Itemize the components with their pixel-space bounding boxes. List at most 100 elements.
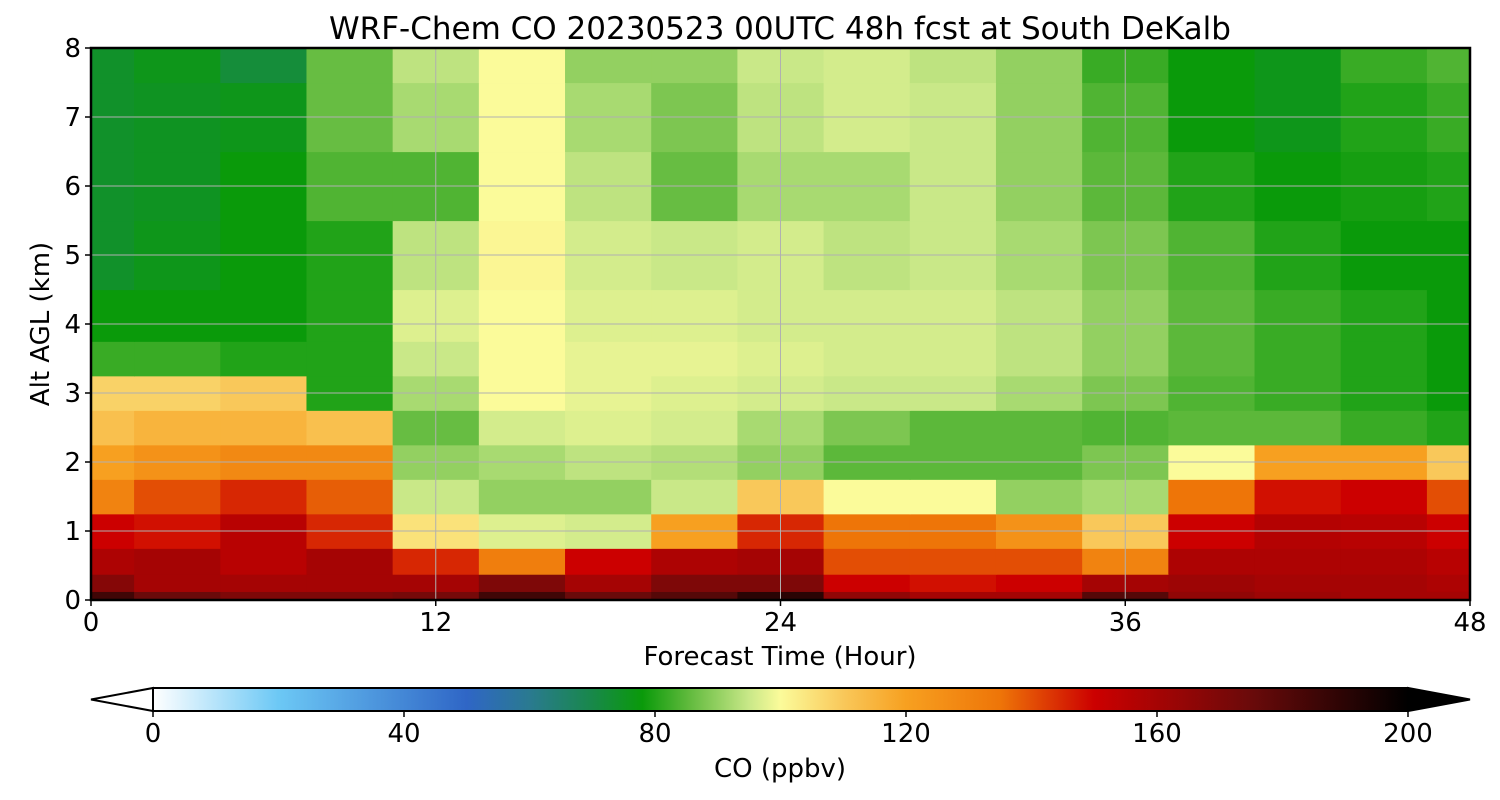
heatmap-cell [1168,591,1256,600]
colorbar-tick-label: 40 [387,719,420,749]
heatmap-cell [1340,591,1428,600]
heatmap-cell [91,548,135,575]
heatmap-cell [1168,548,1256,575]
heatmap-cell [1254,341,1342,377]
heatmap-cell [909,479,997,515]
heatmap-cell [995,289,1083,342]
heatmap-cell [306,410,394,446]
heatmap-cell [306,591,394,600]
heatmap-cell [134,341,221,377]
colorbar-label: CO (ppbv) [714,754,846,784]
heatmap-cell [134,548,221,575]
heatmap-cell [565,548,652,575]
heatmap-cell [1340,574,1428,592]
heatmap-cell [995,574,1083,592]
heatmap-cell [1168,574,1256,592]
heatmap-cell [565,341,652,377]
heatmap-cell [1168,410,1256,446]
heatmap-cell [478,48,566,84]
heatmap-cell [909,289,997,342]
heatmap-cell [1340,410,1428,446]
heatmap-cell [909,548,997,575]
colorbar-tick-label: 200 [1383,719,1433,749]
heatmap-cell [1254,574,1342,592]
y-tick-label: 1 [64,517,81,547]
heatmap-cell [1254,548,1342,575]
x-axis-label: Forecast Time (Hour) [643,642,916,672]
heatmap-cell [91,479,135,515]
heatmap-cell [651,48,739,84]
colorbar-tick-label: 80 [638,719,671,749]
heatmap-cell [220,341,308,377]
heatmap-cell [134,410,221,446]
heatmap-cell [306,341,394,377]
heatmap-cell [134,289,221,342]
heatmap-cell [91,574,135,592]
heatmap-cell [651,548,739,575]
heatmap-cell [1168,289,1256,342]
heatmap-cell [478,548,566,575]
heatmap-cell [1426,591,1470,600]
y-tick-label: 3 [64,379,81,409]
colorbar-min-extension [90,686,154,713]
y-tick-label: 8 [64,34,81,64]
heatmap-cell [306,289,394,342]
heatmap-cell [1426,289,1470,342]
y-axis-label: Alt AGL (km) [26,242,56,406]
colorbar-tick-label: 160 [1132,719,1182,749]
colorbar: 0 40 80 120 160 200 [90,686,1471,749]
heatmap-cell [909,574,997,592]
x-tick-label: 0 [83,608,100,638]
heatmap-cell [91,591,135,600]
heatmap-cell [995,341,1083,377]
heatmap-cell [1426,574,1470,592]
heatmap-cell [1426,341,1470,377]
heatmap-cell [823,48,911,84]
heatmap-cell [651,479,739,515]
heatmap-cell [134,48,221,84]
heatmap-cell [651,591,739,600]
heatmap-cell [478,289,566,342]
heatmap-cell [1426,48,1470,84]
y-tick-label: 2 [64,448,81,478]
heatmap-cell [134,574,221,592]
colorbar-gradient [153,688,1408,711]
heatmap-cell [909,591,997,600]
heatmap-cell [478,574,566,592]
heatmap-cell [823,289,911,342]
heatmap-cell [1254,591,1342,600]
heatmap-cell [995,48,1083,84]
heatmap-cell [565,574,652,592]
heatmap-cell [306,548,394,575]
heatmap-cell [1426,479,1470,515]
heatmap-cell [1254,289,1342,342]
heatmap-cell [220,410,308,446]
heatmap-cell [565,48,652,84]
colorbar-max-extension [1407,686,1471,713]
heatmap-cell [1340,289,1428,342]
heatmap-cell [1254,48,1342,84]
heatmap-cell [1426,410,1470,446]
heatmap-cell [1168,341,1256,377]
y-tick-label: 7 [64,103,81,133]
chart-title: WRF-Chem CO 20230523 00UTC 48h fcst at S… [329,11,1231,47]
heatmap-cell [1168,479,1256,515]
heatmap-cell [478,410,566,446]
heatmap-cell [995,591,1083,600]
heatmap-cell [823,574,911,592]
x-tick-label: 12 [419,608,452,638]
y-axis-ticks: 0 1 2 3 4 5 6 7 8 [64,34,91,616]
y-tick-label: 4 [64,310,81,340]
heatmap-cell [823,341,911,377]
heatmap-cell [651,410,739,446]
heatmap-cell [91,48,135,84]
heatmap-cell [823,410,911,446]
heatmap-cell [1340,479,1428,515]
heatmap-cell [1426,548,1470,575]
heatmap-cell [1340,341,1428,377]
heatmap-cell [909,341,997,377]
heatmap-cell [220,591,308,600]
heatmap-cell [995,410,1083,446]
colorbar-ticks: 0 40 80 120 160 200 [145,711,1433,749]
